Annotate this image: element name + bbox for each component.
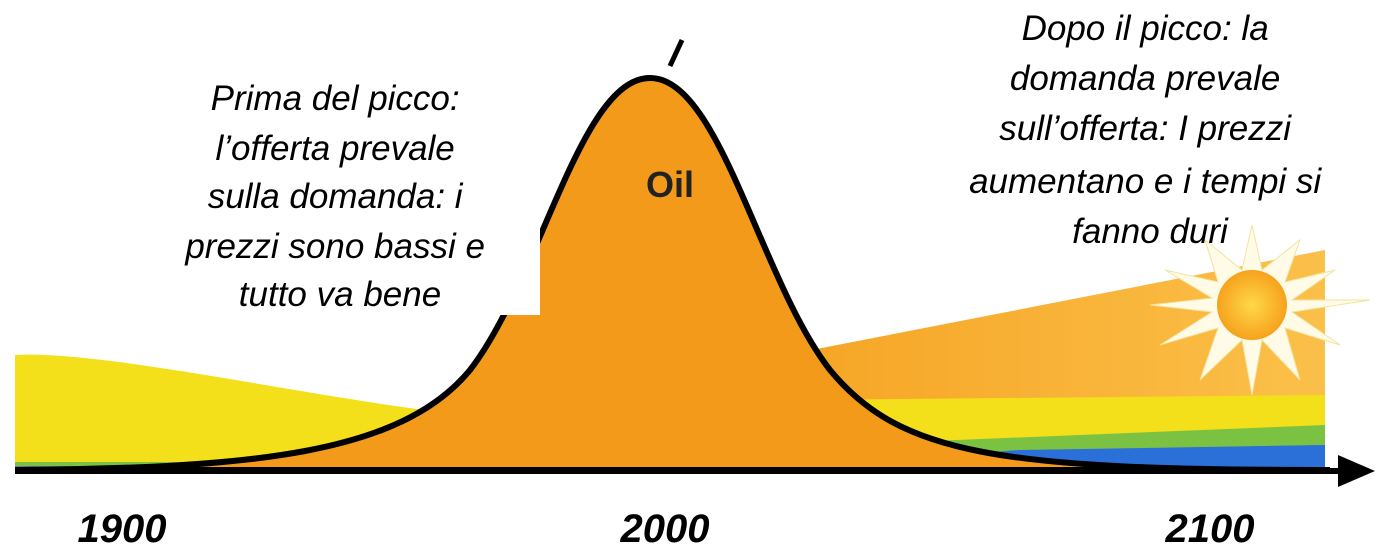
sun-disc: [1217, 270, 1287, 340]
note-line: prezzi sono bassi e: [184, 227, 485, 266]
axis-label: 2000: [620, 507, 710, 551]
curve-label: Oil: [646, 164, 694, 205]
note-line: l’offerta prevale: [215, 129, 454, 168]
right-margin: [1327, 250, 1380, 464]
note-line: aumentano e i tempi si: [969, 162, 1322, 201]
note-line: sull’offerta: I prezzi: [999, 109, 1292, 148]
axis-label: 2100: [1165, 507, 1255, 551]
peak-oil-diagram: Oil Prima del picco: l’offerta prevale s…: [0, 0, 1380, 552]
axis-label: 1900: [78, 507, 167, 551]
peak-mark: [670, 40, 682, 66]
note-line: tutto va bene: [239, 275, 441, 314]
note-line: Prima del picco:: [211, 79, 460, 118]
note-line: fanno duri: [1072, 212, 1229, 251]
note-line: domanda prevale: [1010, 59, 1280, 98]
note-line: sulla domanda: i: [208, 177, 464, 216]
note-line: Dopo il picco: la: [1022, 9, 1269, 48]
